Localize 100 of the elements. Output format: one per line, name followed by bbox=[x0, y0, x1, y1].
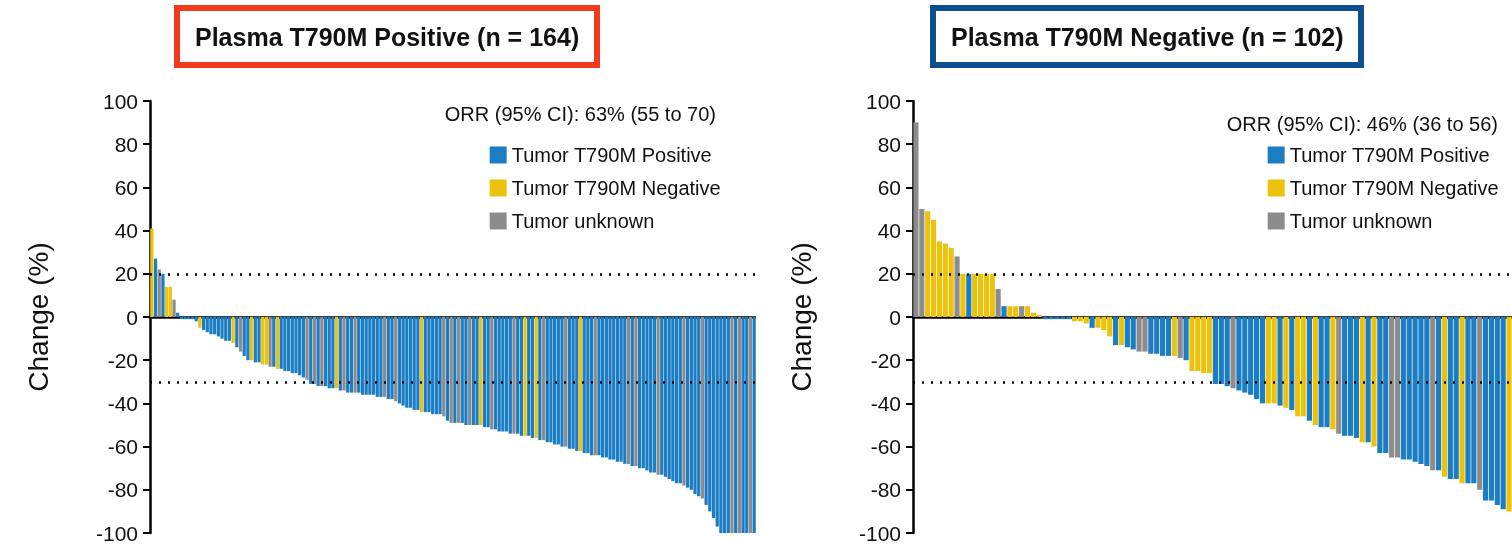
bar bbox=[693, 317, 697, 495]
bar bbox=[1330, 317, 1336, 430]
bar bbox=[1283, 317, 1289, 408]
bar bbox=[508, 317, 512, 434]
bar bbox=[604, 317, 608, 458]
bar bbox=[349, 317, 354, 393]
bar bbox=[626, 317, 631, 464]
bar bbox=[523, 317, 527, 436]
bar bbox=[286, 317, 291, 371]
bar bbox=[497, 317, 501, 432]
bar bbox=[608, 317, 612, 460]
bar bbox=[323, 317, 328, 387]
bar bbox=[431, 317, 435, 415]
bar bbox=[305, 317, 309, 380]
bar bbox=[227, 317, 232, 341]
bar bbox=[416, 317, 420, 410]
bar bbox=[172, 299, 176, 317]
bar bbox=[364, 317, 368, 395]
y-tick-label: 80 bbox=[877, 132, 901, 156]
bar bbox=[1459, 317, 1465, 484]
bar bbox=[434, 317, 438, 415]
chart-title: Plasma T790M Positive (n = 164) bbox=[195, 22, 580, 51]
bar bbox=[667, 317, 671, 479]
bar bbox=[371, 317, 376, 395]
bar bbox=[966, 273, 972, 317]
y-tick-label: -80 bbox=[870, 478, 901, 502]
bar bbox=[257, 317, 261, 363]
bar bbox=[249, 317, 254, 361]
bar bbox=[954, 256, 960, 317]
bar bbox=[449, 317, 453, 423]
bar bbox=[209, 317, 213, 335]
y-tick-label: 100 bbox=[865, 89, 901, 113]
bar bbox=[748, 317, 753, 533]
bar bbox=[475, 317, 479, 425]
bar bbox=[316, 317, 320, 387]
bar bbox=[541, 317, 546, 441]
bar bbox=[730, 317, 734, 533]
bar bbox=[1089, 317, 1095, 328]
bar bbox=[220, 317, 224, 339]
bar bbox=[346, 317, 350, 393]
bar bbox=[216, 317, 220, 337]
bar bbox=[722, 317, 727, 533]
bar bbox=[342, 317, 346, 391]
bar bbox=[689, 317, 693, 490]
y-tick-label: -40 bbox=[107, 391, 138, 415]
bar bbox=[545, 317, 549, 443]
y-tick-label: -100 bbox=[95, 521, 138, 545]
y-tick-label: 60 bbox=[877, 175, 901, 199]
legend-label: Tumor T790M Negative bbox=[1289, 177, 1499, 199]
bar bbox=[615, 317, 620, 462]
bar bbox=[183, 317, 187, 320]
chart-title: Plasma T790M Negative (n = 102) bbox=[951, 22, 1344, 51]
y-tick-label: -60 bbox=[107, 435, 138, 459]
bar bbox=[649, 317, 653, 473]
bar bbox=[168, 286, 172, 317]
bar bbox=[674, 317, 679, 484]
y-tick-label: 40 bbox=[114, 219, 138, 243]
bar bbox=[419, 317, 424, 413]
bar bbox=[1019, 306, 1025, 317]
bar bbox=[412, 317, 416, 410]
bar bbox=[442, 317, 446, 417]
bar bbox=[549, 317, 553, 443]
bar bbox=[1441, 317, 1448, 477]
bar bbox=[1183, 317, 1189, 361]
y-tick-label: 20 bbox=[114, 262, 138, 286]
bar bbox=[205, 317, 209, 333]
bar bbox=[397, 317, 402, 404]
bar bbox=[586, 317, 590, 454]
bar bbox=[390, 317, 394, 400]
bar bbox=[530, 317, 535, 438]
bar bbox=[246, 317, 250, 361]
bar bbox=[486, 317, 490, 428]
bar bbox=[201, 317, 206, 330]
bar bbox=[652, 317, 657, 473]
y-tick-label: 40 bbox=[877, 219, 901, 243]
bar bbox=[231, 317, 235, 343]
bar bbox=[334, 317, 339, 389]
bar bbox=[619, 317, 623, 462]
y-tick-label: -100 bbox=[858, 521, 901, 545]
bar bbox=[279, 317, 283, 369]
bar bbox=[1365, 317, 1371, 443]
bar bbox=[360, 317, 365, 395]
bar bbox=[445, 317, 450, 421]
bar bbox=[272, 317, 276, 367]
y-tick-label: 100 bbox=[102, 89, 138, 113]
annotation: ORR (95% CI): 46% (36 to 56) bbox=[1226, 113, 1499, 135]
bar bbox=[438, 317, 442, 415]
bar bbox=[290, 317, 294, 374]
bar bbox=[238, 317, 243, 352]
y-tick-label: 20 bbox=[877, 262, 901, 286]
y-tick-label: -20 bbox=[870, 348, 901, 372]
bar bbox=[512, 317, 516, 434]
bar bbox=[268, 317, 272, 367]
bar bbox=[578, 317, 583, 451]
bar bbox=[242, 317, 246, 356]
bar bbox=[312, 317, 317, 384]
bar bbox=[575, 317, 579, 451]
bar bbox=[671, 317, 675, 482]
bar bbox=[294, 317, 298, 374]
bar bbox=[656, 317, 660, 475]
